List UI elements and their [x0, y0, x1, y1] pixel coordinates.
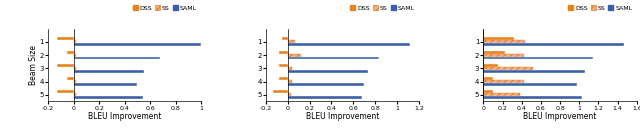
Bar: [74, 40, 76, 43]
Bar: [273, 90, 287, 93]
Bar: [483, 77, 493, 80]
Bar: [483, 37, 514, 40]
Bar: [57, 90, 74, 93]
Bar: [483, 57, 593, 59]
X-axis label: BLEU Improvement: BLEU Improvement: [524, 112, 597, 121]
Bar: [483, 40, 525, 43]
Bar: [483, 70, 585, 73]
Bar: [287, 96, 362, 99]
Bar: [282, 37, 287, 40]
Y-axis label: Beam Size: Beam Size: [29, 45, 38, 85]
Bar: [74, 54, 76, 57]
Bar: [279, 64, 287, 67]
Bar: [483, 93, 520, 96]
Bar: [74, 67, 76, 70]
Bar: [483, 80, 524, 83]
Bar: [483, 54, 524, 57]
Bar: [287, 43, 410, 46]
Bar: [74, 70, 144, 73]
Bar: [287, 40, 295, 43]
Bar: [74, 57, 161, 59]
Bar: [483, 96, 582, 99]
Bar: [483, 83, 577, 86]
Bar: [287, 57, 378, 59]
Bar: [287, 67, 292, 70]
Bar: [74, 93, 76, 96]
Bar: [483, 51, 504, 54]
Legend: DSS, SS, SAML: DSS, SS, SAML: [349, 4, 416, 12]
Bar: [279, 77, 287, 80]
Bar: [287, 70, 367, 73]
X-axis label: BLEU Improvement: BLEU Improvement: [88, 112, 161, 121]
Bar: [287, 80, 292, 83]
Bar: [279, 51, 287, 54]
Legend: DSS, SS, SAML: DSS, SS, SAML: [567, 4, 634, 12]
Bar: [483, 90, 493, 93]
Bar: [483, 43, 625, 46]
Bar: [67, 77, 74, 80]
Bar: [287, 93, 291, 96]
Bar: [74, 43, 202, 46]
Bar: [287, 54, 301, 57]
Bar: [483, 67, 533, 70]
Bar: [57, 37, 74, 40]
Bar: [67, 51, 74, 54]
X-axis label: BLEU Improvement: BLEU Improvement: [306, 112, 379, 121]
Bar: [57, 64, 74, 67]
Legend: DSS, SS, SAML: DSS, SS, SAML: [131, 4, 198, 12]
Bar: [74, 80, 76, 83]
Bar: [74, 83, 138, 86]
Bar: [287, 83, 364, 86]
Bar: [483, 64, 498, 67]
Bar: [74, 96, 143, 99]
